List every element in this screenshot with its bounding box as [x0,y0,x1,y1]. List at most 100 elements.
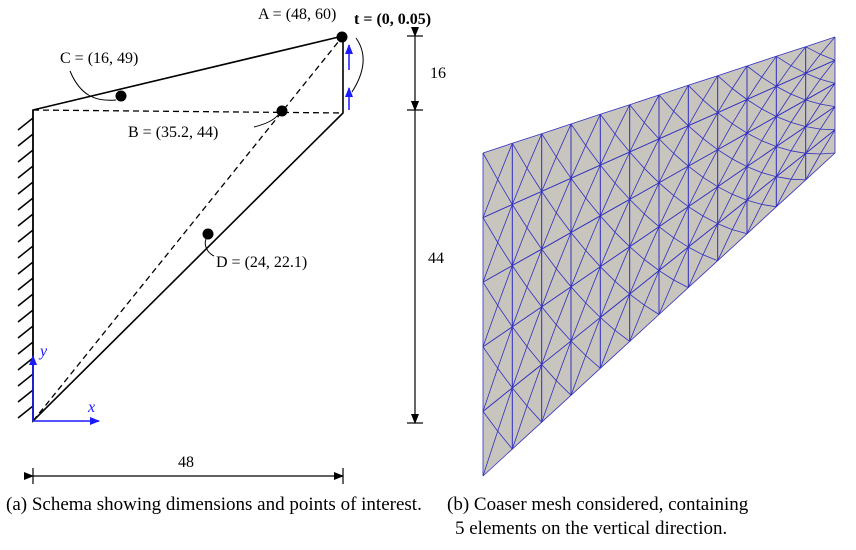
mesh-edge [511,265,528,288]
mesh-edge [629,270,660,295]
mesh-edge [629,168,645,200]
mesh-edge [629,104,645,123]
mesh-edge [511,387,528,407]
mesh-edge [541,380,557,423]
mesh-edge [629,293,645,306]
label-point-B: B = (35.2, 44) [128,124,218,141]
mesh-edge [761,204,777,208]
mesh-edge [805,59,836,74]
dimension-top-height-label: 16 [430,65,446,82]
mesh-edge [688,206,704,217]
mesh-edge [556,324,572,342]
mesh-edge [761,140,777,147]
mesh-edge [511,204,528,228]
mesh-edge [526,227,543,250]
mesh-edge [658,279,675,315]
hatch-line [17,261,34,275]
mesh-edge [746,65,762,78]
mesh-edge [541,340,572,365]
mesh-edge [731,166,748,195]
mesh-edge [629,304,645,342]
mesh-edge [790,153,807,180]
mesh-edge [805,78,821,101]
mesh-edge [482,142,513,154]
mesh-edge [512,191,542,205]
dimension-width-label: 48 [178,454,194,471]
mesh-edge [761,76,777,87]
mesh-edge [644,168,660,184]
mesh-edge [599,114,616,135]
mesh-edge [717,229,733,261]
mesh-edge [570,302,587,342]
mesh-edge [775,65,792,87]
mesh-edges [482,36,836,477]
mesh-edge [688,125,704,139]
mesh-edge [526,248,543,288]
mesh-edge [526,405,542,423]
mesh-edge [629,122,645,153]
mesh-edge [614,231,630,247]
mesh-edge [555,268,572,288]
mesh-edge [790,99,807,123]
mesh-edge [790,93,806,101]
mesh-edge [497,326,513,369]
mesh-edge [658,84,689,96]
mesh-edge [644,122,660,140]
mesh-edge [600,151,630,166]
mesh-edge [482,265,513,283]
mesh-edge [541,156,557,192]
mesh-edge [702,138,718,151]
mesh-edge [658,226,674,239]
mesh-edge [643,182,660,215]
mesh-edge [526,346,543,365]
mesh-edge [776,116,792,123]
mesh-edge [717,149,733,160]
mesh-edge [820,53,836,61]
mesh-edge [790,65,806,74]
mesh-edge [629,226,660,248]
mesh-edge [702,112,719,139]
mesh-edge [599,164,616,184]
mesh-edge [687,215,704,248]
mesh-edge [717,194,733,224]
mesh-edge [805,126,821,130]
mesh-edge [746,204,763,234]
hatch-line [17,341,34,355]
mesh-edge [805,46,821,55]
mesh-edge [600,293,630,318]
mesh-edge [819,129,836,155]
mesh-edge [688,223,718,248]
mesh-edge [614,133,631,153]
mesh-edge [482,448,513,477]
mesh-edge [717,186,733,195]
mesh-edge [761,86,777,110]
mesh-edge [541,286,572,308]
mesh-edge [512,421,542,450]
mesh-edge [570,123,587,146]
mesh-edge [790,73,807,95]
mesh-edge [746,172,763,201]
mesh-edge [673,246,689,281]
mesh-edge [599,133,616,166]
mesh-edge [482,204,513,218]
mesh-edge [658,246,689,271]
mesh-edge [511,286,528,327]
mesh-edge [746,116,777,134]
mesh-edge [717,223,733,230]
mesh-edge [805,72,821,80]
mesh-edge [776,152,806,178]
mesh-edge [512,133,542,144]
mesh-edge [629,199,645,215]
mesh-edge [497,204,513,243]
mesh-edge [776,86,792,95]
leader-C [69,70,117,101]
mesh-edge [717,233,748,261]
mesh-edge [570,164,601,179]
mesh-edge [541,191,557,214]
hatch-line [17,133,34,147]
mesh-edge [599,281,616,318]
mesh-edge [512,364,542,389]
mesh-edge [570,232,587,251]
mesh-edge [629,94,660,106]
mesh-edge [746,76,763,100]
